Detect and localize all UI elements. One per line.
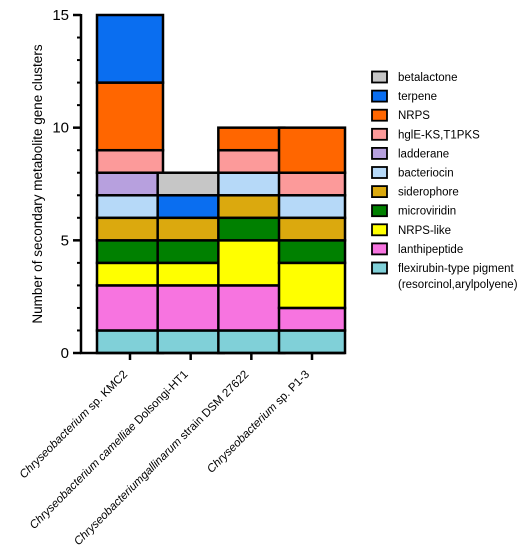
axes-group: 0 5 10 15 xyxy=(52,7,345,362)
bars-group xyxy=(95,13,347,355)
legend-label: NRPS xyxy=(398,110,430,122)
category-labels: Chryseobacterium sp. KMC2 Chryseobacteriu… xyxy=(18,369,312,548)
legend-label: lanthipeptide xyxy=(398,244,463,256)
bar-segment xyxy=(277,261,347,310)
legend-label: betalactone xyxy=(398,72,457,84)
bar-segment xyxy=(156,171,225,197)
legend-swatch xyxy=(371,127,388,141)
bar-segment xyxy=(217,239,286,287)
bar-segment xyxy=(156,329,225,355)
x-category-label: Chryseobacterium sp. P1-3 xyxy=(205,369,312,476)
bar-segment xyxy=(217,329,286,355)
legend-label: bacteriocin xyxy=(398,168,454,180)
legend: betalactone terpene NRPS hglE-KS,T1PKS ladde… xyxy=(371,70,518,291)
bar-segment xyxy=(217,216,286,242)
legend-label-line2: (resorcinol,arylpolyene) xyxy=(398,279,518,291)
bar-segment xyxy=(217,171,286,197)
legend-swatch xyxy=(371,204,388,218)
legend-label: flexirubin-type pigment xyxy=(398,263,515,275)
legend-label: microviridin xyxy=(398,206,456,218)
bar-segment xyxy=(95,13,165,84)
bar-segment xyxy=(277,194,347,220)
bar-segment xyxy=(277,171,347,197)
legend-swatch xyxy=(371,166,388,179)
legend-swatch xyxy=(371,185,388,199)
bar-segment xyxy=(95,148,165,174)
bar-segment xyxy=(156,194,225,220)
bar-segment xyxy=(277,126,347,174)
bar-segment xyxy=(277,329,347,355)
y-axis-label: Number of secondary metabolite gene clus… xyxy=(30,44,45,323)
y-tick-label: 5 xyxy=(61,232,69,249)
bar-segment xyxy=(95,194,165,220)
bar-segment xyxy=(156,216,225,242)
legend-label: hglE-KS,T1PKS xyxy=(398,129,480,141)
legend-swatch xyxy=(371,242,388,256)
bar-segment xyxy=(95,216,165,242)
bar-segment xyxy=(95,239,165,265)
legend-label: siderophore xyxy=(398,187,459,199)
y-tick-label: 0 xyxy=(61,345,69,362)
bar-segment xyxy=(277,239,347,265)
bar-segment xyxy=(156,261,225,287)
legend-label: terpene xyxy=(398,91,437,103)
legend-swatch xyxy=(371,89,388,103)
legend-swatch xyxy=(371,261,388,275)
y-tick-label: 15 xyxy=(52,7,69,24)
bar-segment xyxy=(95,329,165,355)
bar-segment xyxy=(156,239,225,265)
legend-swatch xyxy=(371,70,388,84)
bar-segment xyxy=(217,284,286,332)
bar-segment xyxy=(95,261,165,287)
bar-segment xyxy=(217,148,286,174)
bar-segment xyxy=(95,171,165,197)
x-category-label: Chryseobacterium sp. KMC2 xyxy=(18,369,130,481)
bar-segment xyxy=(156,284,225,332)
y-tick-label: 10 xyxy=(52,120,69,137)
legend-swatch xyxy=(371,146,388,160)
bar-segment xyxy=(217,194,286,220)
legend-swatch xyxy=(371,223,388,237)
legend-label: ladderane xyxy=(398,148,449,160)
legend-swatch xyxy=(371,108,388,122)
bar-segment xyxy=(277,216,347,242)
bar-segment xyxy=(95,81,165,152)
bar-segment xyxy=(217,126,286,152)
legend-label: NRPS-like xyxy=(398,225,451,237)
bar-segment xyxy=(95,284,165,332)
bar-segment xyxy=(277,306,347,332)
